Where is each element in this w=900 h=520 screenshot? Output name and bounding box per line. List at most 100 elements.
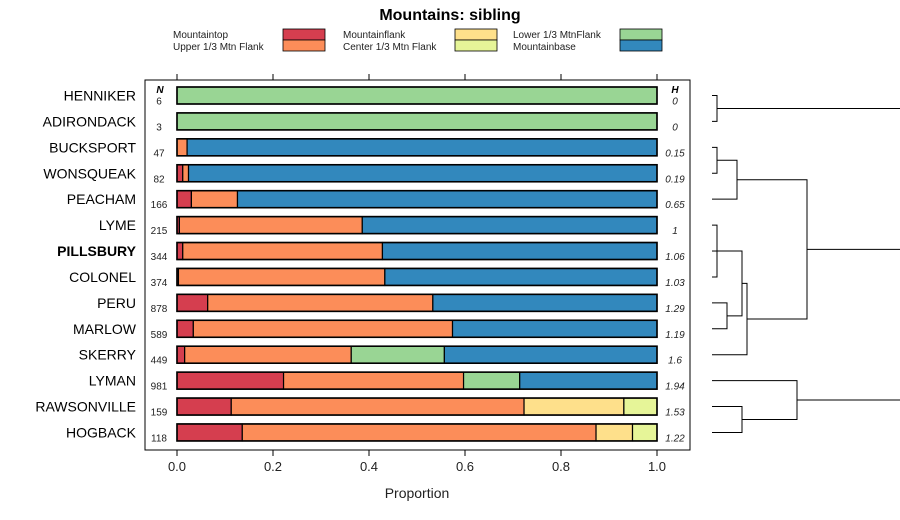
h-value-adirondack: 0 bbox=[672, 122, 678, 133]
legend-label-center-1-3-mtn-flank: Center 1/3 Mtn Flank bbox=[343, 42, 437, 53]
bar-segment-rawsonville-mountainflank bbox=[523, 397, 625, 416]
row-label-bucksport: BUCKSPORT bbox=[49, 139, 136, 155]
bar-segment-wonsqueak-upper-1-3-mtn-flank bbox=[182, 164, 190, 183]
bar-segment-peru-mountainbase bbox=[432, 293, 658, 312]
bar-segment-rawsonville-upper-1-3-mtn-flank bbox=[230, 397, 525, 416]
bar-segment-lyman-mountaintop bbox=[176, 371, 285, 390]
bar-row-skerry bbox=[176, 345, 658, 365]
n-value-adirondack: 3 bbox=[156, 122, 162, 133]
bar-segment-skerry-upper-1-3-mtn-flank bbox=[184, 345, 352, 364]
h-value-henniker: 0 bbox=[672, 97, 678, 108]
bar-segment-marlow-mountainbase bbox=[451, 319, 658, 338]
row-label-wonsqueak: WONSQUEAK bbox=[43, 165, 136, 181]
bar-segment-peacham-mountaintop bbox=[176, 190, 192, 209]
bar-row-pillsbury bbox=[176, 241, 658, 261]
h-value-bucksport: 0.15 bbox=[665, 148, 685, 159]
row-label-pillsbury: PILLSBURY bbox=[57, 243, 136, 259]
bar-row-lyme bbox=[176, 215, 658, 235]
bar-row-peru bbox=[176, 293, 658, 313]
bar-row-hogback bbox=[176, 423, 658, 442]
legend-swatch-mountaintop bbox=[282, 28, 326, 41]
bar-outline-hogback bbox=[176, 423, 658, 442]
bar-outline-marlow bbox=[176, 319, 658, 339]
bar-segment-pillsbury-upper-1-3-mtn-flank bbox=[182, 241, 384, 261]
h-value-colonel: 1.03 bbox=[665, 278, 685, 289]
n-value-peru: 878 bbox=[151, 304, 168, 315]
n-value-hogback: 118 bbox=[151, 433, 167, 444]
dendrogram-link-7 bbox=[717, 250, 743, 317]
n-value-pillsbury: 344 bbox=[151, 252, 168, 263]
bar-segment-hogback-mountainflank bbox=[595, 423, 634, 442]
legend-swatch-center-1-3-mtn-flank bbox=[454, 39, 498, 52]
bar-outline-lyman bbox=[176, 371, 658, 390]
legend-swatch-upper-1-3-mtn-flank bbox=[282, 39, 326, 52]
bar-segment-peru-mountaintop bbox=[176, 293, 209, 312]
bar-segment-bucksport-mountainbase bbox=[186, 138, 658, 157]
dendrogram-link-13 bbox=[797, 399, 900, 401]
bar-row-bucksport bbox=[176, 138, 658, 157]
bar-row-wonsqueak bbox=[176, 163, 658, 183]
legend-swatch-mountainbase bbox=[619, 39, 663, 52]
bar-segment-peru-upper-1-3-mtn-flank bbox=[207, 293, 434, 312]
bar-outline-adirondack bbox=[176, 112, 658, 131]
dendrogram-link-10 bbox=[712, 380, 798, 420]
chart-title: Mountains: sibling bbox=[379, 7, 520, 24]
n-value-bucksport: 47 bbox=[153, 148, 165, 159]
bar-segment-bucksport-upper-1-3-mtn-flank bbox=[176, 138, 188, 157]
bar-segment-wonsqueak-mountaintop bbox=[176, 164, 184, 183]
bar-segment-hogback-center-1-3-mtn-flank bbox=[631, 423, 658, 442]
bar-outline-bucksport bbox=[176, 138, 658, 157]
bar-segment-marlow-upper-1-3-mtn-flank bbox=[192, 319, 454, 338]
plot-frame bbox=[144, 79, 691, 451]
dendrogram-link-2 bbox=[712, 146, 718, 174]
tick-label-5: 1.0 bbox=[648, 459, 666, 474]
bar-outline-lyme bbox=[176, 215, 658, 235]
bar-segment-skerry-mountaintop bbox=[176, 345, 186, 364]
row-label-peacham: PEACHAM bbox=[67, 191, 136, 207]
bar-outline-wonsqueak bbox=[176, 163, 658, 183]
bar-segment-wonsqueak-mountainbase bbox=[187, 164, 658, 183]
row-labels: HENNIKER ADIRONDACK BUCKSPORT WONSQUEAK PEAC… bbox=[35, 88, 136, 441]
bar-segment-peacham-upper-1-3-mtn-flank bbox=[190, 190, 239, 209]
bar-segment-pillsbury-mountainbase bbox=[381, 241, 658, 261]
h-value-peacham: 0.65 bbox=[665, 200, 685, 211]
dendrogram-link-9 bbox=[712, 406, 743, 433]
legend-swatch-lower-1-3-mtnflank bbox=[619, 28, 663, 41]
dendrogram-link-12 bbox=[717, 107, 900, 250]
row-label-henniker: HENNIKER bbox=[64, 88, 136, 104]
bar-segment-colonel-upper-1-3-mtn-flank bbox=[177, 267, 386, 287]
bars bbox=[176, 86, 658, 442]
bar-segment-hogback-mountaintop bbox=[176, 423, 243, 442]
bar-segment-hogback-upper-1-3-mtn-flank bbox=[241, 423, 597, 442]
n-values: 6 3 47 82 166 215 344 374 878 589 449 981 159 118 bbox=[151, 97, 168, 445]
dendrogram-link-5 bbox=[712, 302, 728, 330]
h-value-skerry: 1.6 bbox=[668, 356, 682, 367]
row-label-rawsonville: RAWSONVILLE bbox=[35, 399, 136, 415]
n-value-lyman: 981 bbox=[151, 382, 168, 393]
bar-segment-peacham-mountainbase bbox=[236, 190, 658, 209]
bar-segment-lyme-upper-1-3-mtn-flank bbox=[178, 216, 363, 235]
bar-segment-pillsbury-mountaintop bbox=[176, 241, 184, 261]
row-label-hogback: HOGBACK bbox=[66, 424, 137, 440]
n-value-colonel: 374 bbox=[151, 278, 168, 289]
h-value-pillsbury: 1.06 bbox=[665, 252, 685, 263]
bar-row-colonel bbox=[176, 267, 658, 287]
tick-label-3: 0.6 bbox=[456, 459, 474, 474]
bar-segment-lyman-mountainbase bbox=[519, 371, 658, 390]
h-value-hogback: 1.22 bbox=[665, 433, 685, 444]
row-label-skerry: SKERRY bbox=[79, 347, 137, 363]
tick-label-4: 0.8 bbox=[552, 459, 570, 474]
bar-row-peacham bbox=[176, 189, 658, 209]
tick-label-1: 0.2 bbox=[264, 459, 282, 474]
bar-segment-rawsonville-mountaintop bbox=[176, 397, 232, 416]
bar-segment-lyman-upper-1-3-mtn-flank bbox=[282, 371, 465, 390]
h-column-header: H bbox=[671, 85, 679, 96]
bar-outline-pillsbury bbox=[176, 241, 658, 261]
h-value-rawsonville: 1.53 bbox=[665, 408, 685, 419]
row-label-adirondack: ADIRONDACK bbox=[43, 113, 137, 129]
n-value-marlow: 589 bbox=[151, 330, 168, 341]
x-axis-title: Proportion bbox=[385, 485, 450, 501]
dendrogram-link-6 bbox=[712, 159, 738, 200]
tick-label-0: 0.0 bbox=[168, 459, 186, 474]
dendrogram-link-1 bbox=[712, 95, 718, 122]
